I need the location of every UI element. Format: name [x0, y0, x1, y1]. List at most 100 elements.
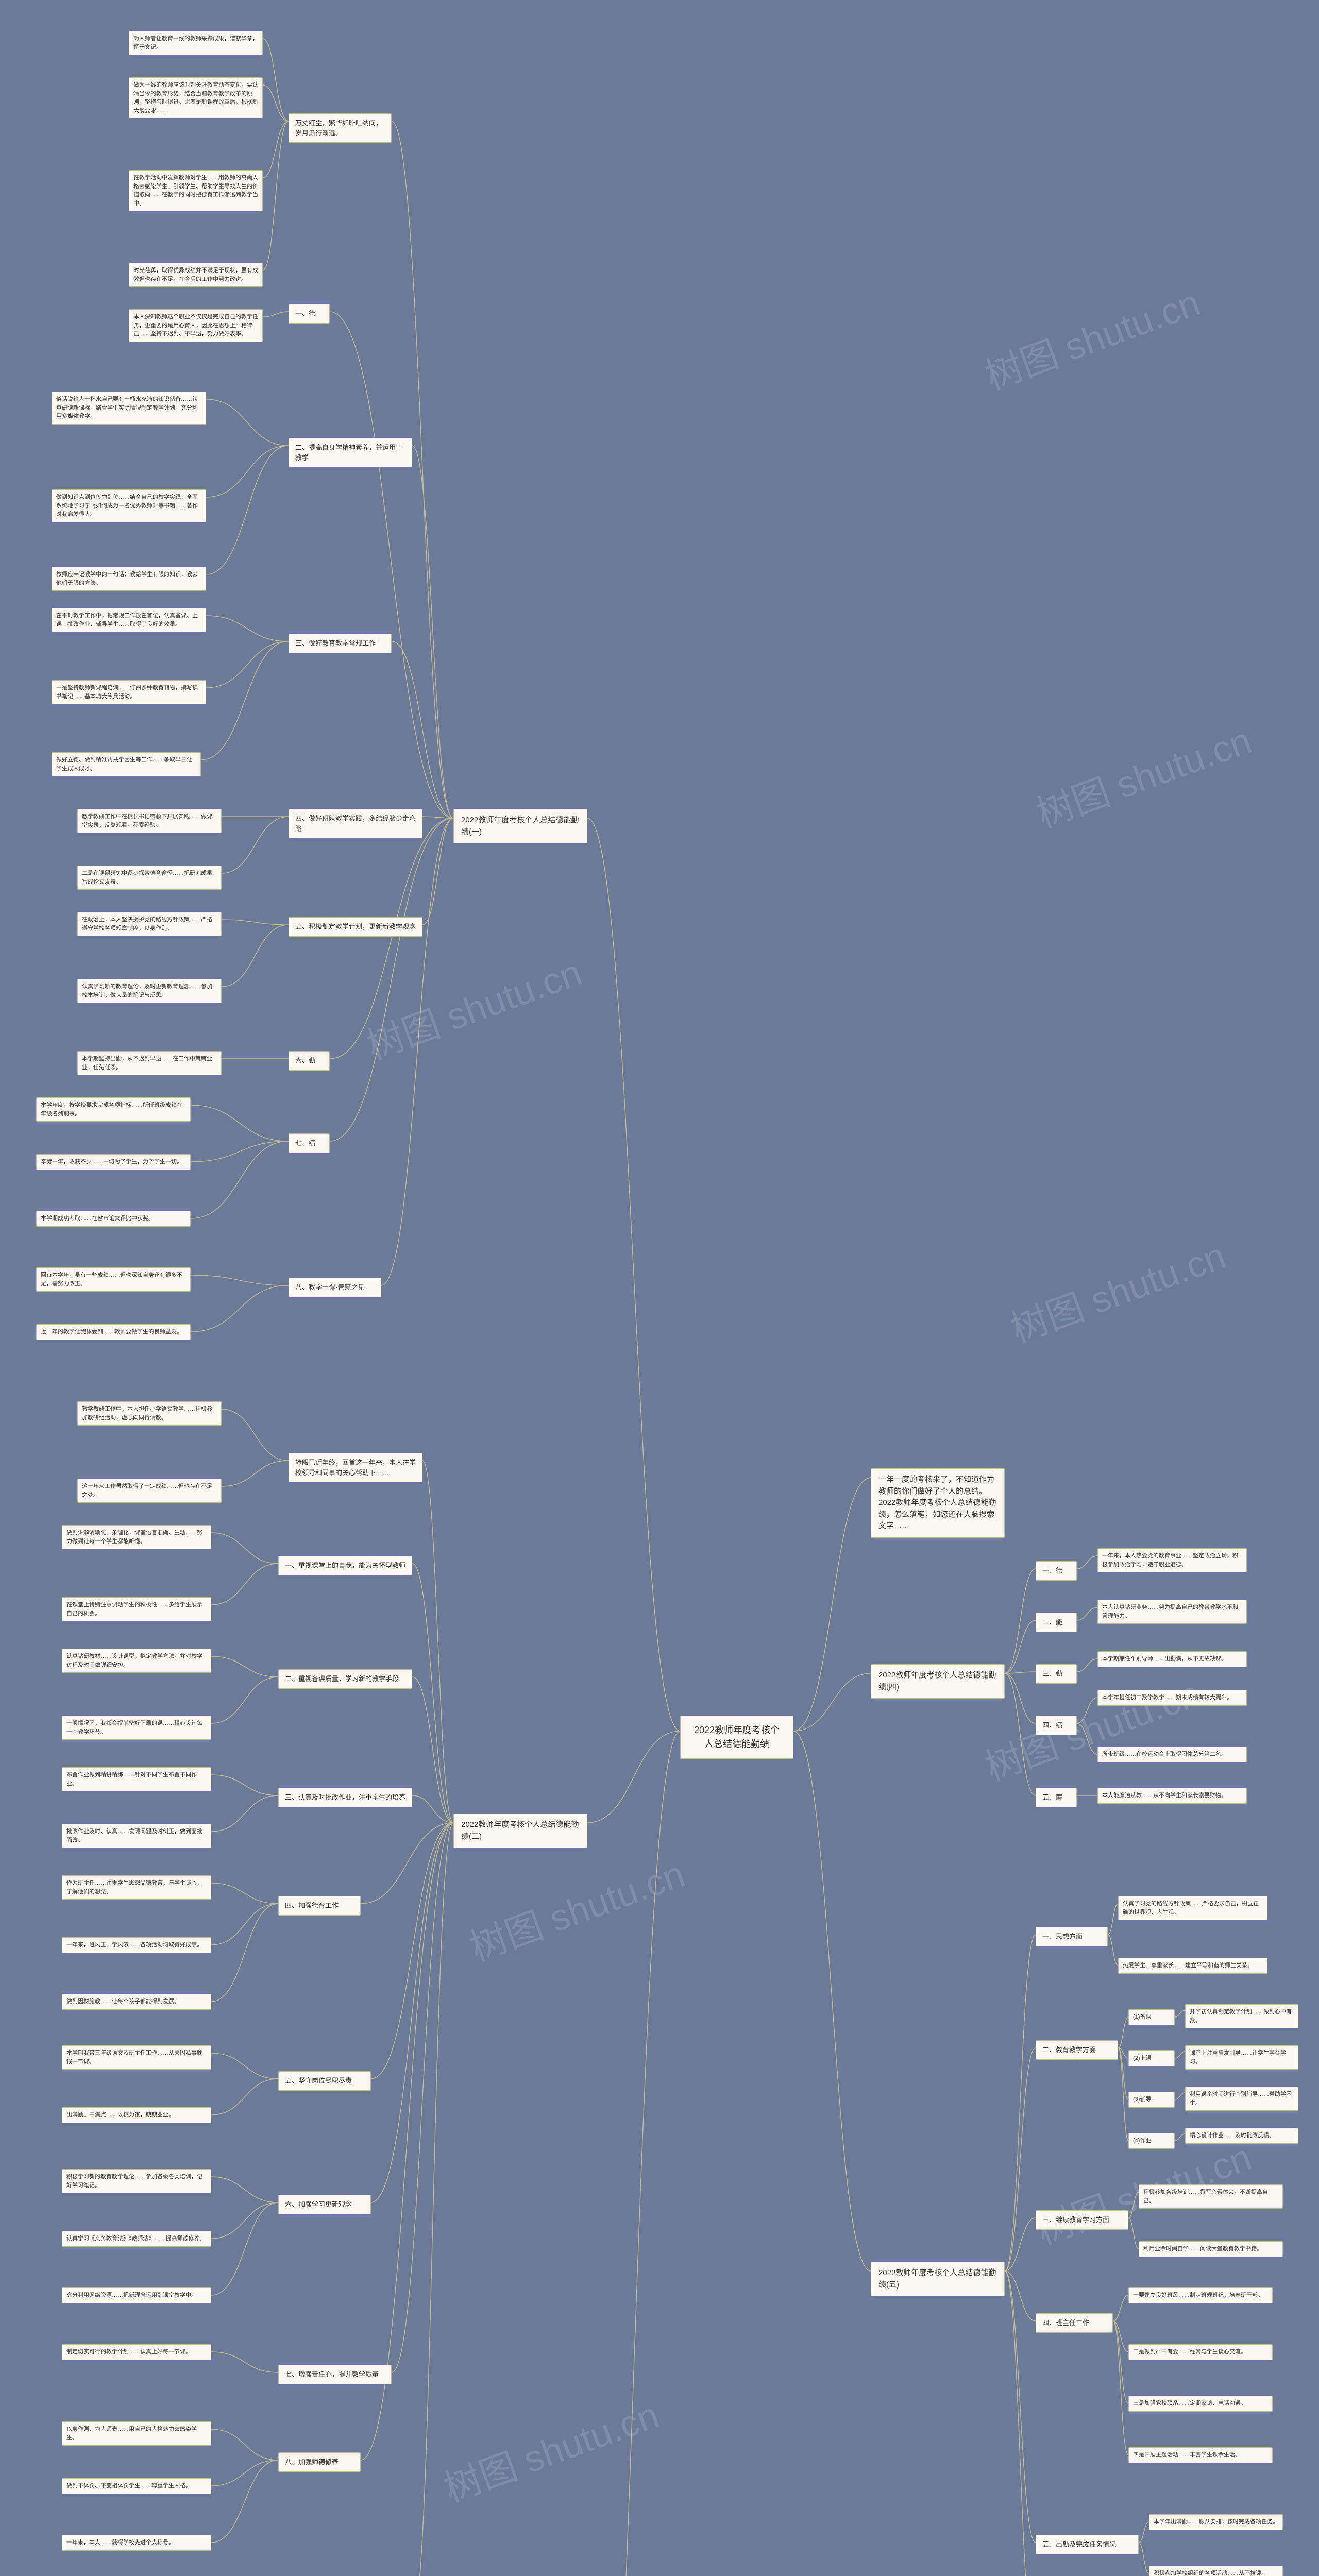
mindmap-node: 一般情况下，我都会提前备好下周的课……精心设计每一个教学环节。 [62, 1716, 211, 1740]
mindmap-node: 一年来，班风正、学风浓……各项活动均取得好成绩。 [62, 1937, 211, 1953]
mindmap-node: 开学初认真制定教学计划……做到心中有数。 [1185, 2004, 1298, 2028]
mindmap-node: 一年来，本人热爱党的教育事业……坚定政治立场，积极参加政治学习，遵守职业道德。 [1097, 1548, 1247, 1572]
mindmap-node: 2022教师年度考核个人总结德能勤绩(二) [453, 1814, 587, 1848]
watermark: 树图 shutu.cn [1028, 710, 1258, 838]
mindmap-node: 一、思想方面 [1036, 1927, 1108, 1946]
mindmap-node: 时光荏苒，取得优异成绩并不满足于现状，虽有成效但也存在不足，在今后的工作中努力改… [129, 263, 263, 287]
mindmap-node: 2022教师年度考核个人总结德能勤绩(四) [871, 1664, 1005, 1699]
mindmap-node: 积极参加学校组织的各项活动……从不推诿。 [1149, 2566, 1283, 2576]
mindmap-node: 做到讲解清晰化、条理化，课堂语言准确、生动……努力做到让每一个学生都能听懂。 [62, 1525, 211, 1549]
mindmap-node: 批改作业及时、认真……发现问题及时纠正，做到面批面改。 [62, 1824, 211, 1848]
mindmap-node: 二、提高自身学精神素养，并运用于教学 [289, 438, 412, 467]
watermark: 树图 shutu.cn [435, 2385, 665, 2513]
mindmap-node: 利用业余时间自学……阅读大量教育教学书籍。 [1139, 2241, 1283, 2257]
mindmap-node: 六、加强学习更新观念 [278, 2195, 371, 2214]
mindmap-node: 本人能廉洁从教……从不向学生和家长索要财物。 [1097, 1788, 1247, 1804]
mindmap-node: 做到因材施教……让每个孩子都能得到发展。 [62, 1994, 211, 2010]
mindmap-node: 本学期成功考取……在省市论文评比中获奖。 [36, 1211, 191, 1227]
mindmap-node: 五、积极制定教学计划，更新新教学观念 [289, 917, 422, 937]
mindmap-node: 做到知识点到位传力到位……结合自己的教学实践，全面系统地学习了《如何成为一名优秀… [52, 489, 206, 522]
mindmap-node: 积极参加各级培训……撰写心得体会，不断提高自己。 [1139, 2184, 1283, 2209]
mindmap-node: 在教学活动中发挥教师对学生……用教师的高尚人格去感染学生、引领学生、帮助学生寻找… [129, 170, 263, 211]
mindmap-node: 积极学习新的教育教学理论……参加各级各类培训，记好学习笔记。 [62, 2169, 211, 2193]
mindmap-node: 八、教学一得·管窥之见 [289, 1278, 381, 1297]
mindmap-node: 制定切实可行的教学计划……认真上好每一节课。 [62, 2344, 211, 2360]
watermark: 树图 shutu.cn [976, 273, 1206, 400]
mindmap-node: 认真学习《义务教育法》《教师法》……提高师德修养。 [62, 2231, 211, 2247]
mindmap-node: 本学年出满勤……服从安排，按时完成各项任务。 [1149, 2514, 1283, 2530]
mindmap-node: (1)备课 [1128, 2009, 1175, 2025]
mindmap-node: 布置作业做到精讲精练……针对不同学生布置不同作业。 [62, 1767, 211, 1791]
mindmap-node: 本学期坚持出勤，从不迟到早退……在工作中兢兢业业，任劳任怨。 [77, 1051, 222, 1075]
mindmap-node: 热爱学生、尊重家长……建立平等和谐的师生关系。 [1118, 1958, 1267, 1974]
mindmap-node: 精心设计作业……及时批改反馈。 [1185, 2128, 1298, 2144]
mindmap-node: 一、重视课堂上的自我，能为关怀型教师 [278, 1556, 412, 1575]
mindmap-node: 教师应牢记教学中的一句话：教给学生有限的知识，教会他们无限的方法。 [52, 567, 206, 591]
mindmap-node: 做到不体罚、不变相体罚学生……尊重学生人格。 [62, 2478, 211, 2494]
mindmap-node: 六、勤 [289, 1051, 330, 1071]
mindmap-node: 这一年来工作虽然取得了一定成绩……但也存在不足之处。 [77, 1479, 222, 1503]
mindmap-node: 2022教师年度考核个人总结德能勤绩 [680, 1716, 793, 1759]
mindmap-node: 四、班主任工作 [1036, 2313, 1113, 2333]
mindmap-node: 本学年度，按学校要求完成各项指标……所任班级成绩在年级名列前茅。 [36, 1097, 191, 1122]
mindmap-node: 八、加强师德修养 [278, 2452, 361, 2472]
mindmap-node: 利用课余时间进行个别辅导……帮助学困生。 [1185, 2087, 1298, 2111]
mindmap-node: 二、重视备课质量，学习新的教学手段 [278, 1669, 412, 1689]
watermark: 树图 shutu.cn [358, 942, 588, 1070]
mindmap-node: 二是做到严中有爱……经常与学生谈心交流。 [1128, 2344, 1273, 2360]
mindmap-node: 二是在课题研究中逐步探索德育途径……把研究成果写成论文发表。 [77, 866, 222, 890]
mindmap-node: (3)辅导 [1128, 2092, 1175, 2108]
mindmap-node: 二、教育教学方面 [1036, 2040, 1118, 2060]
mindmap-node: 本人深知教师这个职业不仅仅是完成自己的教学任务，更重要的是用心育人，因此在思想上… [129, 309, 263, 342]
mindmap-node: 三、继续教育学习方面 [1036, 2210, 1128, 2230]
mindmap-node: 四是开展主题活动……丰富学生课余生活。 [1128, 2447, 1273, 2463]
mindmap-node: 本人认真钻研业务……努力提高自己的教育教学水平和管理能力。 [1097, 1600, 1247, 1624]
mindmap-node: 在课堂上特别注意调动学生的积极性……多给学生展示自己的机会。 [62, 1597, 211, 1621]
watermark: 树图 shutu.cn [461, 1844, 691, 1972]
mindmap-node: 回首本学年，虽有一些成绩……但也深知自身还有很多不足，需努力改正。 [36, 1267, 191, 1292]
mindmap-node: 充分利用网络资源……把新理念运用到课堂教学中。 [62, 2287, 211, 2303]
mindmap-node: 教学教研工作中，本人担任小学语文教学……积极参加教研组活动，虚心向同行请教。 [77, 1401, 222, 1426]
mindmap-node: 三是加强家校联系……定期家访、电话沟通。 [1128, 2396, 1273, 2412]
mindmap-node: 一、德 [1036, 1561, 1077, 1581]
mindmap-node: 认真学习党的路线方针政策……严格要求自己，树立正确的世界观、人生观。 [1118, 1896, 1267, 1920]
mindmap-node: (2)上课 [1128, 2050, 1175, 2066]
mindmap-node: 出满勤、干满点……以校为家，兢兢业业。 [62, 2107, 211, 2123]
mindmap-node: 本学期我带三年级语文及班主任工作……从未因私事耽误一节课。 [62, 2045, 211, 2070]
mindmap-node: 认真钻研教材……设计课型，拟定教学方法，并对教学过程及时间做详细安排。 [62, 1649, 211, 1673]
mindmap-node: 二、能 [1036, 1613, 1077, 1632]
mindmap-node: 一年来，本人……获得学校先进个人称号。 [62, 2535, 211, 2551]
mindmap-node: 2022教师年度考核个人总结德能勤绩(一) [453, 809, 587, 843]
mindmap-node: 万丈红尘，繁华如昨吐纳间，岁月渐行渐远。 [289, 113, 392, 143]
mindmap-node: 一、德 [289, 304, 330, 324]
mindmap-node: 所带班级……在校运动会上取得团体总分第二名。 [1097, 1747, 1247, 1762]
mindmap-node: 在平时教学工作中，把常规工作放在首位，认真备课、上课、批改作业、辅导学生……取得… [52, 608, 206, 632]
mindmap-node: 教学教研工作中在校长书记带领下开展实践……做课堂实录，反复观看，积累经验。 [77, 809, 222, 833]
mindmap-node: 作为班主任……注重学生思想品德教育，与学生谈心，了解他们的想法。 [62, 1875, 211, 1900]
mindmap-node: 俗话说给人一杯水自己要有一桶水充沛的知识储备……认真研读新课标，结合学生实际情况… [52, 392, 206, 425]
mindmap-node: 三、认真及时批改作业，注重学生的培养 [278, 1788, 412, 1807]
mindmap-node: 转眼已近年终，回首这一年来，本人在学校领导和同事的关心帮助下…… [289, 1453, 422, 1482]
watermark: 树图 shutu.cn [1002, 1226, 1232, 1353]
mindmap-node: 2022教师年度考核个人总结德能勤绩(五) [871, 2262, 1005, 2296]
mindmap-node: 以身作则、为人师表……用自己的人格魅力去感染学生。 [62, 2421, 211, 2446]
mindmap-node: 做好立德、做到精准帮扶学困生等工作……争取早日让学生成人成才。 [52, 752, 201, 776]
mindmap-node: 七、增强责任心，提升教学质量 [278, 2365, 392, 2384]
mindmap-node: 三、勤 [1036, 1664, 1077, 1684]
mindmap-node: 五、廉 [1036, 1788, 1077, 1807]
mindmap-node: 四、绩 [1036, 1716, 1077, 1735]
mindmap-node: 本学期兼任个别导师……出勤满，从不无故缺课。 [1097, 1651, 1247, 1667]
mindmap-node: 本学年担任初二数学教学……期末成绩有较大提升。 [1097, 1690, 1247, 1706]
mindmap-node: 一是坚持教师新课程培训……订阅多种教育刊物，撰写读书笔记……基本功大练兵活动。 [52, 680, 206, 704]
mindmap-node: 近十年的教学让我体会到……教师要做学生的良师益友。 [36, 1324, 191, 1340]
mindmap-node: 五、出勤及完成任务情况 [1036, 2535, 1139, 2554]
mindmap-node: 为人师者让教育一线的教师采撷成果，谱就华章，撰于文记。 [129, 31, 263, 55]
mindmap-node: 在政治上，本人坚决拥护党的路线方针政策……严格遵守学校各项规章制度，以身作则。 [77, 912, 222, 936]
mindmap-node: 七、绩 [289, 1133, 330, 1153]
mindmap-node: 三、做好教育教学常规工作 [289, 634, 392, 653]
mindmap-node: 四、做好班队教学实践，多结经验少走弯路 [289, 809, 422, 838]
mindmap-node: (4)作业 [1128, 2133, 1175, 2149]
mindmap-node: 认真学习新的教育理论，及时更新教育理念……参加校本培训，做大量的笔记与反思。 [77, 979, 222, 1003]
mindmap-node: 一年一度的考核来了，不知道作为教师的你们做好了个人的总结。2022教师年度考核个… [871, 1468, 1005, 1538]
mindmap-node: 一要建立良好班风……制定班规班纪，培养班干部。 [1128, 2287, 1273, 2303]
